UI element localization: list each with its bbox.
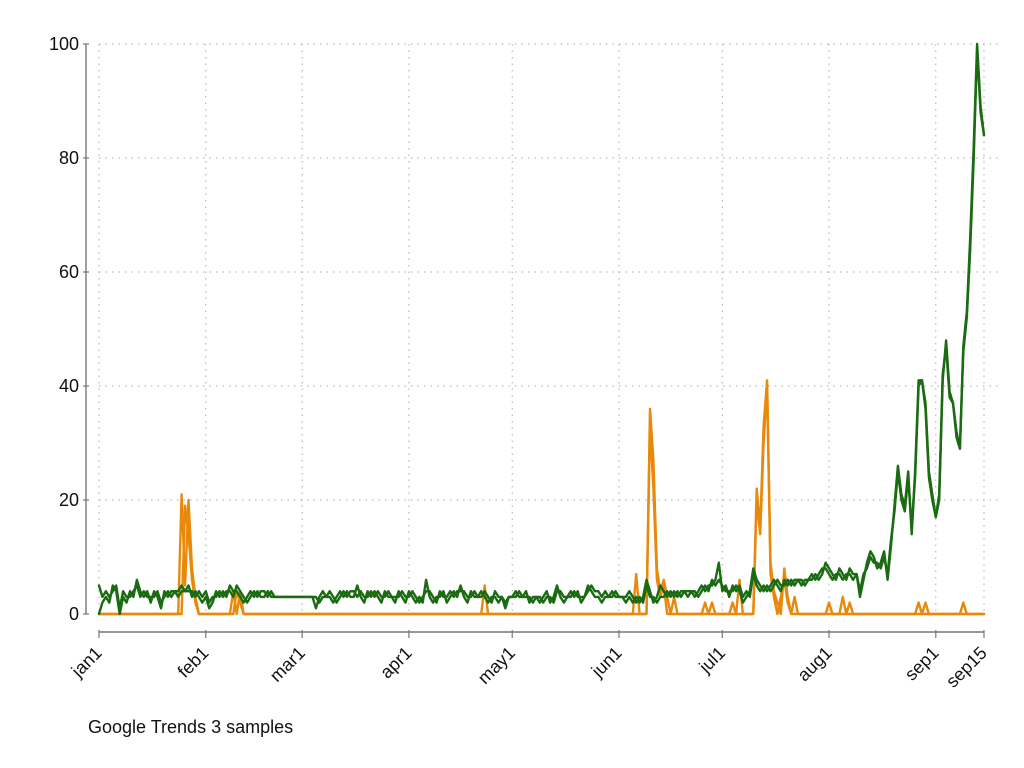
chart-note: Google Trends 3 samples (88, 717, 293, 737)
x-tick-label: apr1 (376, 643, 416, 683)
y-tick-label: 80 (59, 148, 79, 168)
x-tick-label: may1 (474, 643, 519, 688)
y-tick-label: 100 (49, 34, 79, 54)
x-tick-label: jun1 (587, 643, 626, 682)
x-tick-label: feb1 (174, 643, 213, 682)
series-lines (97, 42, 986, 616)
x-tick-label: sep15 (942, 643, 991, 692)
y-tick-label: 40 (59, 376, 79, 396)
series-line-4 (97, 42, 986, 610)
x-tick-label: aug1 (793, 643, 835, 685)
axes (83, 43, 985, 638)
x-tick-label: jul1 (694, 643, 729, 678)
x-tick-label: mar1 (266, 643, 309, 686)
grid (98, 43, 998, 614)
series-line-3 (97, 48, 986, 616)
y-tick-label: 60 (59, 262, 79, 282)
x-tick-label: jan1 (67, 643, 106, 682)
y-tick-labels: 0 20 40 60 80 100 (49, 34, 79, 624)
x-tick-label: sep1 (901, 643, 943, 685)
y-tick-label: 20 (59, 490, 79, 510)
x-tick-labels: jan1 feb1 mar1 apr1 may1 jun1 jul1 aug1 sep1 sep1… (67, 643, 991, 692)
y-tick-label: 0 (69, 604, 79, 624)
